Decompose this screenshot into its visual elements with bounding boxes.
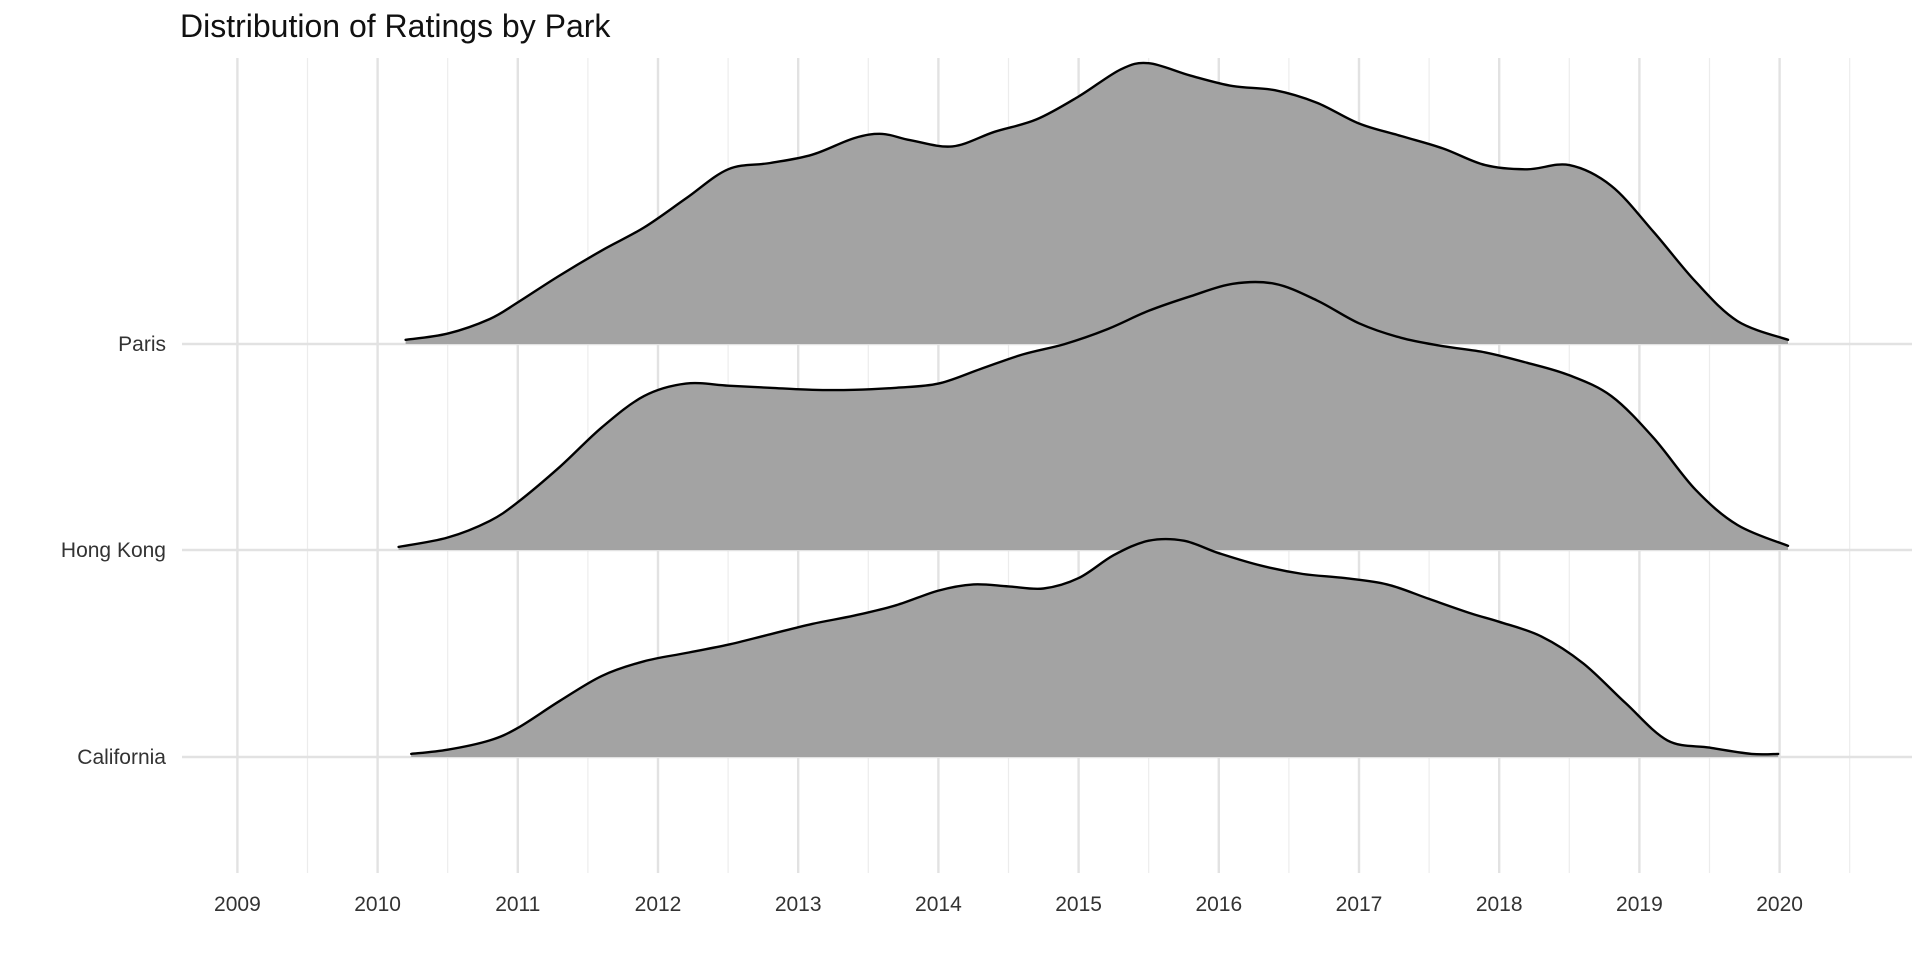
x-tick-label: 2018 (1476, 893, 1523, 916)
ridge-paris (404, 61, 1790, 344)
ridge-line-california (410, 537, 1780, 756)
x-tick-label: 2010 (354, 893, 401, 916)
ridges (397, 61, 1790, 757)
ridge-area-hong-kong (398, 281, 1789, 550)
x-tick-label: 2009 (214, 893, 261, 916)
ridge-area-paris (405, 62, 1789, 344)
category-label: Hong Kong (61, 539, 166, 562)
x-tick-label: 2012 (635, 893, 682, 916)
x-tick-label: 2013 (775, 893, 822, 916)
ridge-line-paris (404, 61, 1790, 341)
x-tick-label: 2014 (915, 893, 962, 916)
ridge-california (410, 537, 1780, 757)
ridge-line-hong-kong (397, 280, 1790, 549)
category-label: California (77, 746, 166, 769)
x-tick-label: 2016 (1195, 893, 1242, 916)
x-tick-label: 2019 (1616, 893, 1663, 916)
x-axis-tick-labels: 2009 2010 2011 2012 2013 2014 2015 2016 2017 2018… (214, 893, 1803, 916)
ridge-hong-kong (397, 280, 1790, 550)
x-tick-label: 2011 (495, 893, 540, 916)
x-tick-label: 2020 (1756, 893, 1803, 916)
chart-title: Distribution of Ratings by Park (180, 8, 611, 44)
ridge-area-california (411, 539, 1779, 757)
category-label: Paris (118, 333, 166, 356)
x-tick-label: 2017 (1336, 893, 1383, 916)
x-tick-label: 2015 (1055, 893, 1102, 916)
y-axis-labels: California Hong Kong Paris (61, 333, 166, 769)
